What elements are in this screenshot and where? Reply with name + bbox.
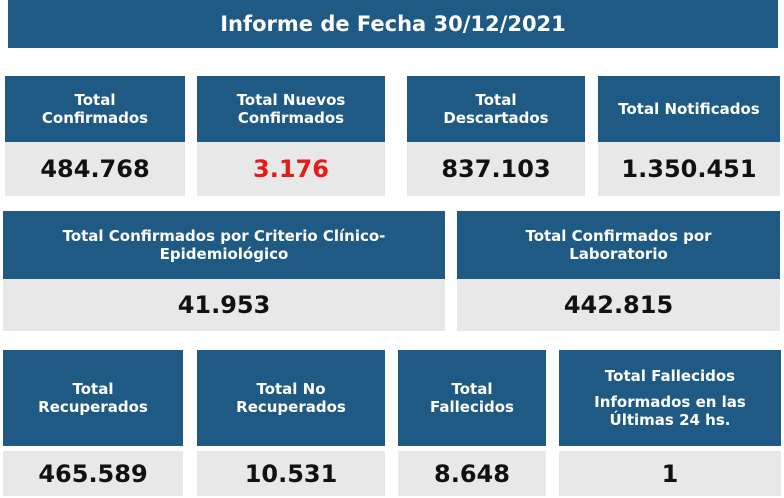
- card-label: Fallecidos: [430, 398, 514, 416]
- card-value: 1: [559, 451, 781, 496]
- card-fallecidos-ultimas-24hs: Total Fallecidos Informados en las Últim…: [559, 350, 781, 496]
- card-header: Total Confirmados por Criterio Clínico- …: [3, 211, 445, 279]
- card-label: Total Confirmados por: [525, 227, 712, 245]
- card-label: Recuperados: [236, 398, 346, 416]
- card-value: 10.531: [197, 451, 385, 496]
- card-header: Total Recuperados: [3, 350, 183, 446]
- card-label: Recuperados: [38, 398, 148, 416]
- card-total-confirmados: Total Confirmados 484.768: [5, 76, 185, 196]
- card-label: Total: [74, 91, 116, 109]
- card-value: 484.768: [5, 142, 185, 196]
- card-label: Total Fallecidos: [604, 367, 736, 385]
- card-value: 465.589: [3, 451, 183, 496]
- card-total-notificados: Total Notificados 1.350.451: [598, 76, 780, 196]
- card-header: Total Fallecidos Informados en las Últim…: [559, 350, 781, 446]
- card-label: Últimas 24 hs.: [609, 411, 731, 429]
- card-label: Total No: [256, 380, 326, 398]
- card-header: Total Confirmados: [5, 76, 185, 142]
- card-label: Total Nuevos: [236, 91, 346, 109]
- card-total-no-recuperados: Total No Recuperados 10.531: [197, 350, 385, 496]
- card-value: 837.103: [407, 142, 585, 196]
- card-header: Total No Recuperados: [197, 350, 385, 446]
- card-label: Confirmados: [41, 109, 149, 127]
- report-title: Informe de Fecha 30/12/2021: [8, 0, 778, 48]
- card-header: Total Fallecidos: [398, 350, 546, 446]
- card-value: 8.648: [398, 451, 546, 496]
- card-label: Confirmados: [237, 109, 345, 127]
- card-header: Total Notificados: [598, 76, 780, 142]
- card-value: 3.176: [197, 142, 385, 196]
- card-label: Total Notificados: [618, 100, 760, 118]
- card-label: Total: [451, 380, 493, 398]
- card-label: Informados en las: [594, 393, 746, 411]
- card-total-descartados: Total Descartados 837.103: [407, 76, 585, 196]
- card-value: 1.350.451: [598, 142, 780, 196]
- card-label: Laboratorio: [569, 245, 668, 263]
- card-label: Total Confirmados por Criterio Clínico-: [62, 227, 386, 245]
- card-value: 41.953: [3, 279, 445, 331]
- card-confirmados-laboratorio: Total Confirmados por Laboratorio 442.81…: [457, 211, 780, 331]
- card-header: Total Descartados: [407, 76, 585, 142]
- card-label: Total: [72, 380, 114, 398]
- card-confirmados-criterio-clinico: Total Confirmados por Criterio Clínico- …: [3, 211, 445, 331]
- card-total-recuperados: Total Recuperados 465.589: [3, 350, 183, 496]
- card-label: Descartados: [443, 109, 549, 127]
- card-total-nuevos-confirmados: Total Nuevos Confirmados 3.176: [197, 76, 385, 196]
- card-label: Epidemiológico: [159, 245, 289, 263]
- card-total-fallecidos: Total Fallecidos 8.648: [398, 350, 546, 496]
- card-label: Total: [475, 91, 517, 109]
- card-header: Total Nuevos Confirmados: [197, 76, 385, 142]
- card-value: 442.815: [457, 279, 780, 331]
- card-header: Total Confirmados por Laboratorio: [457, 211, 780, 279]
